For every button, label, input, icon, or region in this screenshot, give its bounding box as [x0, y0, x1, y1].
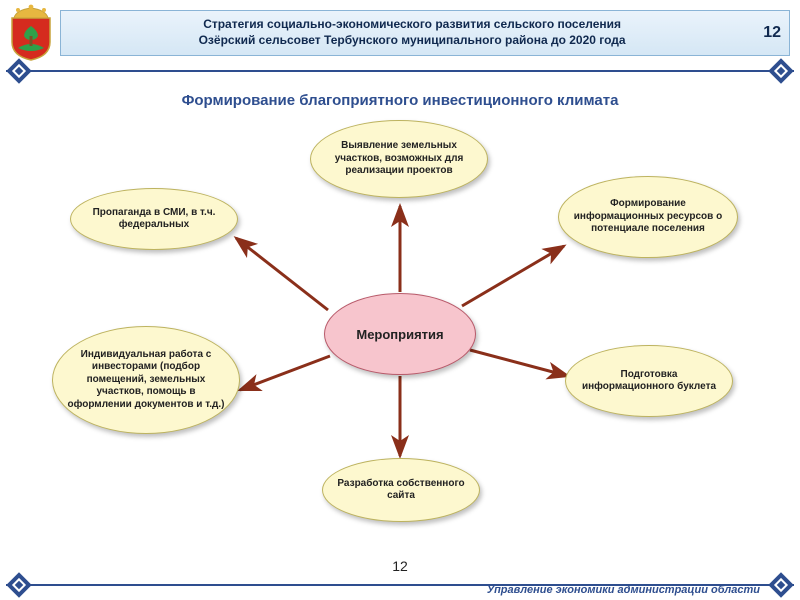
header-title-line2: Озёрский сельсовет Тербунского муниципал…: [199, 33, 626, 47]
leaf-node: Пропаганда в СМИ, в т.ч. федеральных: [70, 188, 238, 250]
leaf-node: Индивидуальная работа с инвесторами (под…: [52, 326, 240, 434]
header-bar: Стратегия социально-экономического разви…: [60, 10, 790, 56]
leaf-node: Разработка собственного сайта: [322, 458, 480, 522]
page-number-top: 12: [763, 24, 781, 42]
page-number-bottom: 12: [0, 558, 800, 574]
region-emblem: [6, 4, 56, 62]
mindmap-diagram: Мероприятия Выявление земельных участков,…: [0, 108, 800, 568]
header-title-line1: Стратегия социально-экономического разви…: [203, 17, 621, 31]
center-node: Мероприятия: [324, 293, 476, 375]
diamond-icon: [6, 572, 31, 597]
leaf-node: Формирование информационных ресурсов о п…: [558, 176, 738, 258]
divider-top: [6, 70, 794, 72]
leaf-node: Подготовка информационного буклета: [565, 345, 733, 417]
leaf-node: Выявление земельных участков, возможных …: [310, 120, 488, 198]
footer-caption: Управление экономики администрации облас…: [487, 584, 760, 596]
header-title: Стратегия социально-экономического разви…: [69, 17, 755, 48]
diamond-icon: [768, 58, 793, 83]
section-subtitle: Формирование благоприятного инвестиционн…: [0, 92, 800, 109]
diamond-icon: [768, 572, 793, 597]
diamond-icon: [6, 58, 31, 83]
